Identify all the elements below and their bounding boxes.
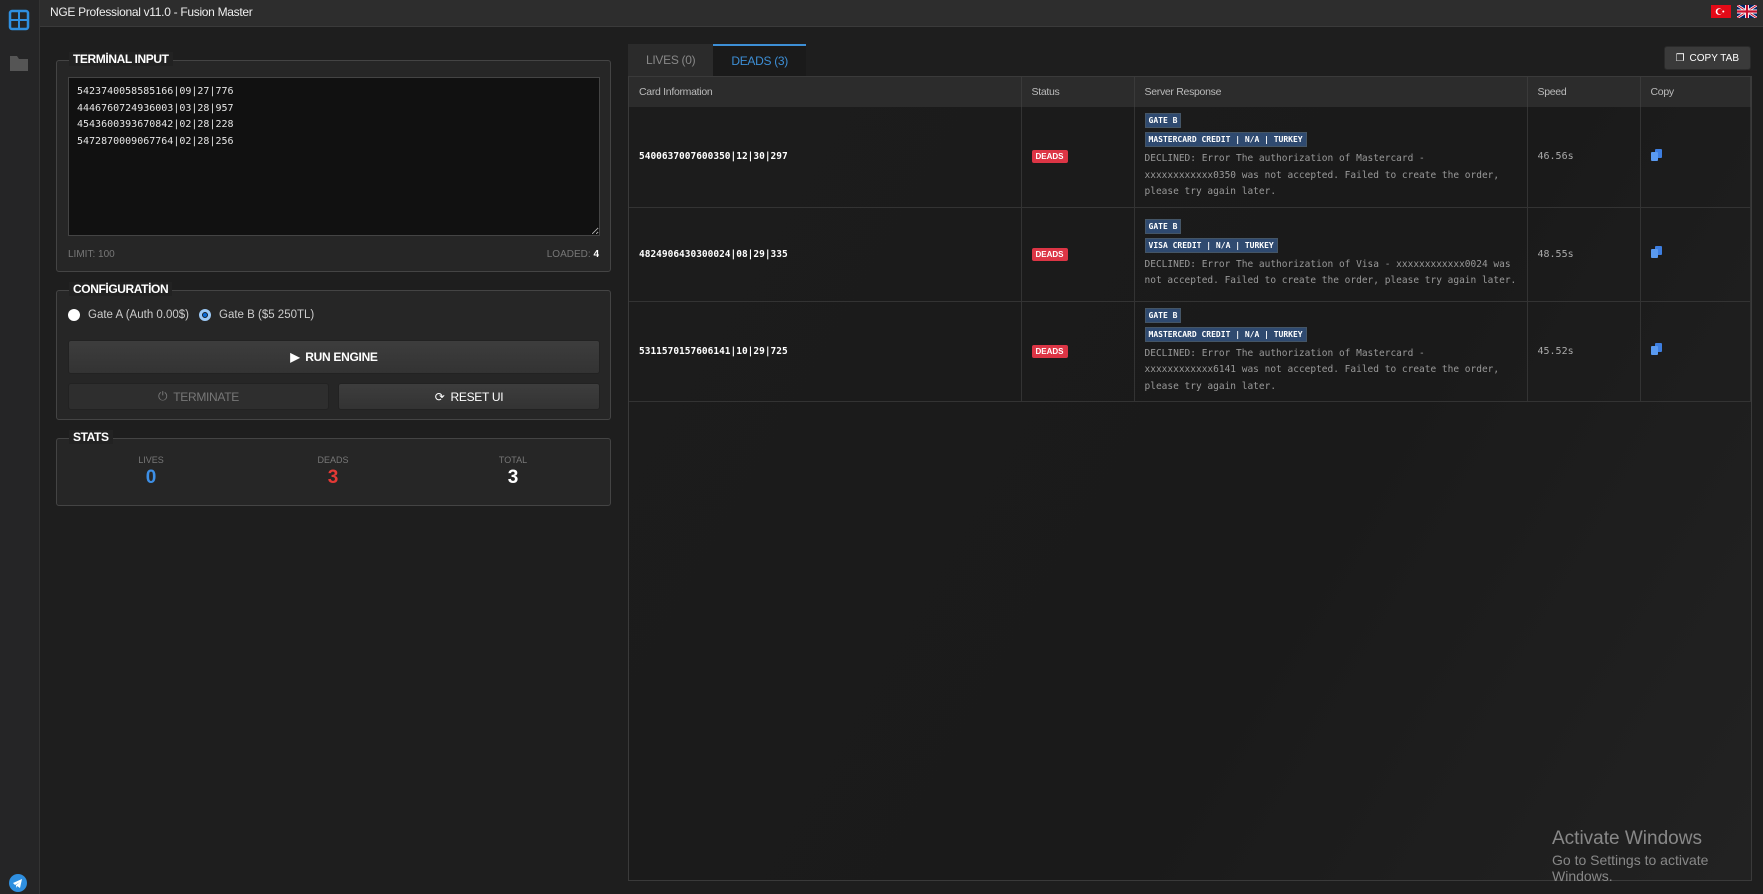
- lives-label: LIVES: [138, 455, 164, 465]
- total-count: 3: [507, 467, 519, 488]
- server-response-cell: GATE B MASTERCARD CREDIT | N/A | TURKEY DE…: [1134, 107, 1528, 208]
- refresh-icon: ⟳: [434, 389, 445, 404]
- loaded-label: LOADED:: [546, 249, 591, 260]
- table-row: 5311570157606141|10|29|725 DEADS GATE B M…: [629, 301, 1751, 402]
- title-bar: NGE Professional v11.0 - Fusion Master: [40, 0, 1763, 27]
- card-info-tag: MASTERCARD CREDIT | N/A | TURKEY: [1144, 132, 1307, 147]
- terminate-label: TERMINATE: [173, 389, 239, 404]
- uk-flag-icon[interactable]: [1737, 5, 1757, 18]
- watermark-line2: Go to Settings to activate Windows.: [1552, 852, 1709, 884]
- copy-icon: ❐: [1675, 52, 1685, 64]
- server-response-cell: GATE B MASTERCARD CREDIT | N/A | TURKEY DE…: [1134, 301, 1528, 402]
- gate-tag: GATE B: [1144, 307, 1182, 323]
- deads-label: DEADS: [317, 455, 349, 465]
- gate-b-label: Gate B ($5 250TL): [219, 309, 315, 321]
- card-info: 5400637007600350|12|30|297: [629, 107, 1022, 208]
- app-title: NGE Professional v11.0 - Fusion Master: [50, 5, 253, 19]
- stat-total: TOTAL 3: [453, 455, 573, 489]
- stat-lives: LIVES 0: [91, 455, 211, 489]
- response-message: DECLINED: Error The authorization of Mas…: [1144, 153, 1500, 197]
- results-table-container: Card Information Status Server Response …: [628, 76, 1752, 881]
- lives-count: 0: [145, 467, 157, 488]
- windows-activation-watermark: Activate Windows Go to Settings to activ…: [1552, 828, 1763, 884]
- terminate-button[interactable]: ⏻ TERMINATE: [68, 383, 329, 410]
- gate-b-radio[interactable]: Gate B ($5 250TL): [199, 309, 314, 321]
- col-card-information: Card Information: [629, 77, 1022, 107]
- terminal-input-legend: TERMİNAL INPUT: [69, 52, 173, 66]
- status-badge: DEADS: [1031, 344, 1068, 358]
- terminal-input-panel: TERMİNAL INPUT 5423740058585166|09|27|77…: [56, 52, 611, 272]
- status-cell: DEADS: [1021, 301, 1135, 402]
- copy-tab-button[interactable]: ❐ COPY TAB: [1663, 46, 1751, 70]
- configuration-panel: CONFİGURATİON Gate A (Auth 0.00$) Gate B…: [56, 282, 611, 420]
- col-server-response: Server Response: [1134, 77, 1528, 107]
- speed-cell: 46.56s: [1527, 107, 1641, 208]
- stat-deads: DEADS 3: [273, 455, 393, 489]
- speed-cell: 48.55s: [1527, 207, 1641, 302]
- loaded-indicator: LOADED: 4: [547, 249, 599, 260]
- copy-tab-label: COPY TAB: [1689, 52, 1739, 64]
- copy-icon[interactable]: [1650, 148, 1663, 162]
- speed-cell: 45.52s: [1527, 301, 1641, 402]
- run-engine-label: RUN ENGINE: [305, 350, 378, 364]
- run-engine-button[interactable]: ▶ RUN ENGINE: [68, 340, 600, 374]
- radio-unchecked-icon[interactable]: [68, 309, 80, 321]
- server-response-cell: GATE B VISA CREDIT | N/A | TURKEY DECLINED…: [1134, 207, 1528, 302]
- table-row: 4824906430300024|08|29|335 DEADS GATE B V…: [629, 207, 1751, 302]
- gate-tag: GATE B: [1144, 113, 1182, 128]
- status-badge: DEADS: [1031, 150, 1068, 164]
- results-table: Card Information Status Server Response …: [629, 77, 1751, 402]
- card-input-textarea[interactable]: 5423740058585166|09|27|776 4446760724936…: [68, 77, 600, 236]
- gate-tag: GATE B: [1144, 218, 1182, 234]
- watermark-line1: Activate Windows: [1552, 828, 1702, 849]
- response-message: DECLINED: Error The authorization of Mas…: [1144, 347, 1500, 392]
- col-copy: Copy: [1640, 77, 1751, 107]
- copy-icon[interactable]: [1650, 246, 1663, 259]
- loaded-count: 4: [593, 249, 599, 260]
- telegram-icon[interactable]: [9, 874, 27, 892]
- gate-a-radio[interactable]: Gate A (Auth 0.00$): [68, 309, 189, 321]
- status-badge: DEADS: [1031, 247, 1068, 261]
- status-cell: DEADS: [1021, 107, 1135, 208]
- radio-checked-icon[interactable]: [199, 309, 211, 321]
- gate-a-label: Gate A (Auth 0.00$): [88, 309, 190, 321]
- reset-ui-label: RESET UI: [450, 389, 504, 404]
- stats-panel: STATS LIVES 0 DEADS 3 TOTAL 3: [56, 430, 611, 506]
- copy-cell: [1640, 301, 1751, 402]
- power-icon: ⏻: [158, 389, 168, 403]
- turkey-flag-icon[interactable]: [1711, 5, 1731, 18]
- copy-cell: [1640, 207, 1751, 302]
- folder-icon[interactable]: [8, 52, 30, 74]
- copy-icon[interactable]: [1650, 343, 1663, 356]
- total-label: TOTAL: [498, 455, 528, 465]
- dashboard-icon[interactable]: [8, 9, 30, 31]
- tab-deads[interactable]: DEADS (3): [713, 44, 806, 76]
- play-icon: ▶: [290, 350, 300, 364]
- card-info: 4824906430300024|08|29|335: [629, 207, 1022, 302]
- status-cell: DEADS: [1021, 207, 1135, 302]
- configuration-legend: CONFİGURATİON: [69, 282, 173, 296]
- sidebar: [0, 0, 40, 894]
- limit-label: LIMIT: 100: [68, 249, 115, 260]
- reset-ui-button[interactable]: ⟳ RESET UI: [338, 383, 600, 410]
- card-info: 5311570157606141|10|29|725: [629, 301, 1022, 402]
- tab-lives[interactable]: LIVES (0): [628, 44, 714, 76]
- response-message: DECLINED: Error The authorization of Vis…: [1144, 258, 1517, 287]
- col-status: Status: [1021, 77, 1135, 107]
- stats-legend: STATS: [69, 430, 113, 444]
- card-info-tag: VISA CREDIT | N/A | TURKEY: [1144, 237, 1278, 253]
- card-info-tag: MASTERCARD CREDIT | N/A | TURKEY: [1144, 326, 1307, 342]
- deads-count: 3: [327, 467, 339, 488]
- table-row: 5400637007600350|12|30|297 DEADS GATE B M…: [629, 107, 1751, 208]
- copy-cell: [1640, 107, 1751, 208]
- col-speed: Speed: [1527, 77, 1641, 107]
- result-tabs: LIVES (0) DEADS (3): [628, 44, 806, 76]
